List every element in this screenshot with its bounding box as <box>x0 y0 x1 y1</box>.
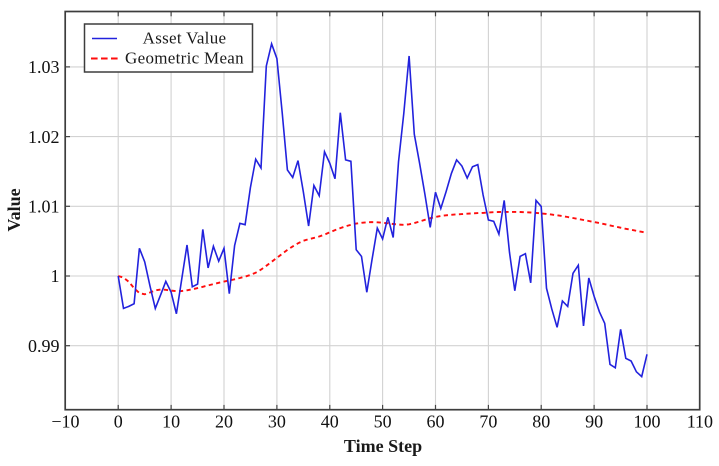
svg-text:0: 0 <box>114 412 123 432</box>
svg-text:90: 90 <box>585 412 603 432</box>
svg-text:110: 110 <box>687 412 713 432</box>
svg-text:Value: Value <box>4 188 24 231</box>
svg-text:−10: −10 <box>51 412 79 432</box>
svg-text:30: 30 <box>268 412 286 432</box>
svg-text:0.99: 0.99 <box>28 336 60 356</box>
svg-text:1.03: 1.03 <box>28 57 60 77</box>
svg-text:100: 100 <box>634 412 661 432</box>
svg-text:1.02: 1.02 <box>28 127 60 147</box>
svg-text:50: 50 <box>374 412 392 432</box>
svg-text:40: 40 <box>321 412 339 432</box>
svg-text:80: 80 <box>532 412 550 432</box>
svg-text:1.01: 1.01 <box>28 197 60 217</box>
svg-text:10: 10 <box>162 412 180 432</box>
svg-text:60: 60 <box>427 412 445 432</box>
svg-text:Geometric Mean: Geometric Mean <box>125 49 244 68</box>
svg-text:Asset Value: Asset Value <box>143 29 227 48</box>
svg-text:70: 70 <box>479 412 497 432</box>
svg-text:20: 20 <box>215 412 233 432</box>
svg-text:Time Step: Time Step <box>344 436 422 456</box>
svg-text:1: 1 <box>51 266 60 286</box>
